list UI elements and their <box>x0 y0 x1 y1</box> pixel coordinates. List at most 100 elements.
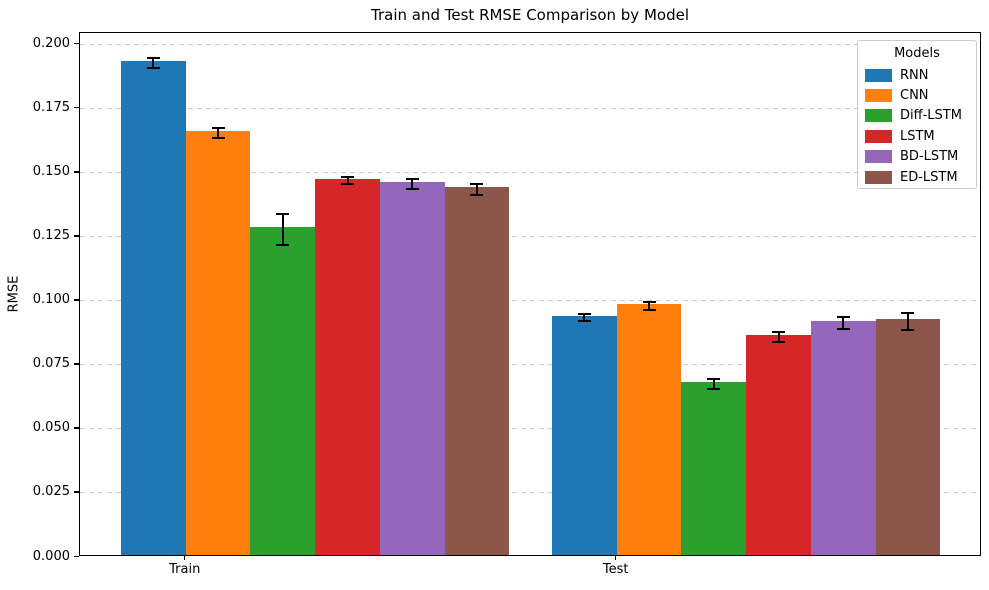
gridline <box>80 364 980 366</box>
legend: Models RNN CNN Diff-LSTM LSTM BD-LSTM ED… <box>857 40 977 189</box>
legend-entry: BD-LSTM <box>858 147 976 167</box>
legend-swatch-icon <box>865 109 892 123</box>
error-bar-cap <box>772 330 786 333</box>
bar-rnn-test <box>552 315 617 555</box>
error-bar-cap <box>146 66 160 69</box>
bar-ed-lstm-test <box>875 319 941 555</box>
error-bar <box>152 57 155 68</box>
error-bar-cap <box>341 175 355 178</box>
legend-entry: LSTM <box>858 126 976 146</box>
error-bar-cap <box>772 340 786 343</box>
error-bar-cap <box>836 315 850 318</box>
legend-swatch-icon <box>865 150 892 164</box>
y-tick-mark <box>74 491 79 493</box>
legend-label: LSTM <box>900 128 935 144</box>
bar-bd-lstm-train <box>379 182 445 555</box>
legend-title: Models <box>894 46 940 61</box>
y-tick-label: 0.075 <box>32 356 70 372</box>
bar-lstm-train <box>315 178 380 555</box>
error-bar-cap <box>642 308 656 311</box>
y-tick-label: 0.050 <box>32 420 70 436</box>
gridline <box>80 300 980 302</box>
x-tick-label-train: Train <box>169 562 201 577</box>
error-bar-cap <box>642 301 656 304</box>
legend-swatch-icon <box>865 68 892 82</box>
error-bar-cap <box>707 388 721 391</box>
error-bar-cap <box>577 313 591 316</box>
legend-label: Diff-LSTM <box>900 108 962 124</box>
gridline <box>80 108 980 110</box>
error-bar <box>842 316 845 329</box>
error-bar <box>583 314 586 321</box>
error-bar <box>411 179 414 190</box>
gridline <box>80 428 980 430</box>
y-tick-label: 0.150 <box>32 164 70 180</box>
bar-rnn-train <box>121 60 186 555</box>
error-bar-cap <box>470 193 484 196</box>
legend-entry: CNN <box>858 85 976 105</box>
legend-label: BD-LSTM <box>900 149 959 165</box>
y-tick-label: 0.175 <box>32 100 70 116</box>
y-tick-mark <box>74 363 79 365</box>
chart-title: Train and Test RMSE Comparison by Model <box>371 6 689 24</box>
plot-area <box>79 32 981 556</box>
error-bar-cap <box>577 319 591 322</box>
legend-swatch-icon <box>865 89 892 103</box>
y-tick-mark <box>74 235 79 237</box>
error-bar-cap <box>901 328 915 331</box>
legend-swatch-icon <box>865 170 892 184</box>
error-bar <box>777 331 780 342</box>
error-bar-cap <box>146 56 160 59</box>
error-bar-cap <box>211 127 225 130</box>
gridline <box>80 44 980 46</box>
x-tick-label-test: Test <box>602 562 629 577</box>
bar-diff-lstm-train <box>250 227 316 555</box>
bar-diff-lstm-test <box>681 382 747 555</box>
legend-label: CNN <box>900 88 929 104</box>
x-tick-mark <box>615 556 617 560</box>
error-bar-cap <box>405 188 419 191</box>
legend-entry: RNN <box>858 65 976 85</box>
error-bar-cap <box>276 243 290 246</box>
error-bar <box>475 184 478 195</box>
error-bar-cap <box>211 137 225 139</box>
legend-label: RNN <box>900 67 929 83</box>
y-tick-mark <box>74 171 79 173</box>
bar-cnn-test <box>616 304 682 555</box>
bar-cnn-train <box>185 131 251 555</box>
legend-entry: Diff-LSTM <box>858 106 976 126</box>
x-tick-mark <box>184 556 186 560</box>
gridline <box>80 492 980 494</box>
error-bar <box>648 302 651 310</box>
legend-label: ED-LSTM <box>900 169 958 185</box>
error-bar <box>906 313 909 330</box>
error-bar-cap <box>470 183 484 186</box>
error-bar-cap <box>405 178 419 181</box>
y-tick-mark <box>74 555 79 557</box>
error-bar-cap <box>836 327 850 330</box>
bar-lstm-test <box>746 334 811 555</box>
error-bar <box>346 176 349 185</box>
bar-bd-lstm-test <box>810 320 876 555</box>
gridline <box>80 236 980 238</box>
y-tick-label: 0.200 <box>32 36 70 52</box>
error-bar <box>217 128 220 138</box>
error-bar-cap <box>276 212 290 215</box>
y-tick-mark <box>74 43 79 45</box>
y-tick-label: 0.100 <box>32 292 70 308</box>
y-tick-label: 0.000 <box>32 548 70 564</box>
y-tick-mark <box>74 299 79 301</box>
error-bar <box>281 213 284 245</box>
bar-ed-lstm-train <box>444 187 510 555</box>
y-tick-label: 0.125 <box>32 228 70 244</box>
y-tick-mark <box>74 427 79 429</box>
legend-entry: ED-LSTM <box>858 167 976 187</box>
error-bar <box>712 379 715 390</box>
y-tick-mark <box>74 107 79 109</box>
legend-swatch-icon <box>865 129 892 143</box>
error-bar-cap <box>707 378 721 380</box>
gridline <box>80 172 980 174</box>
error-bar-cap <box>341 183 355 186</box>
error-bar-cap <box>901 312 915 315</box>
